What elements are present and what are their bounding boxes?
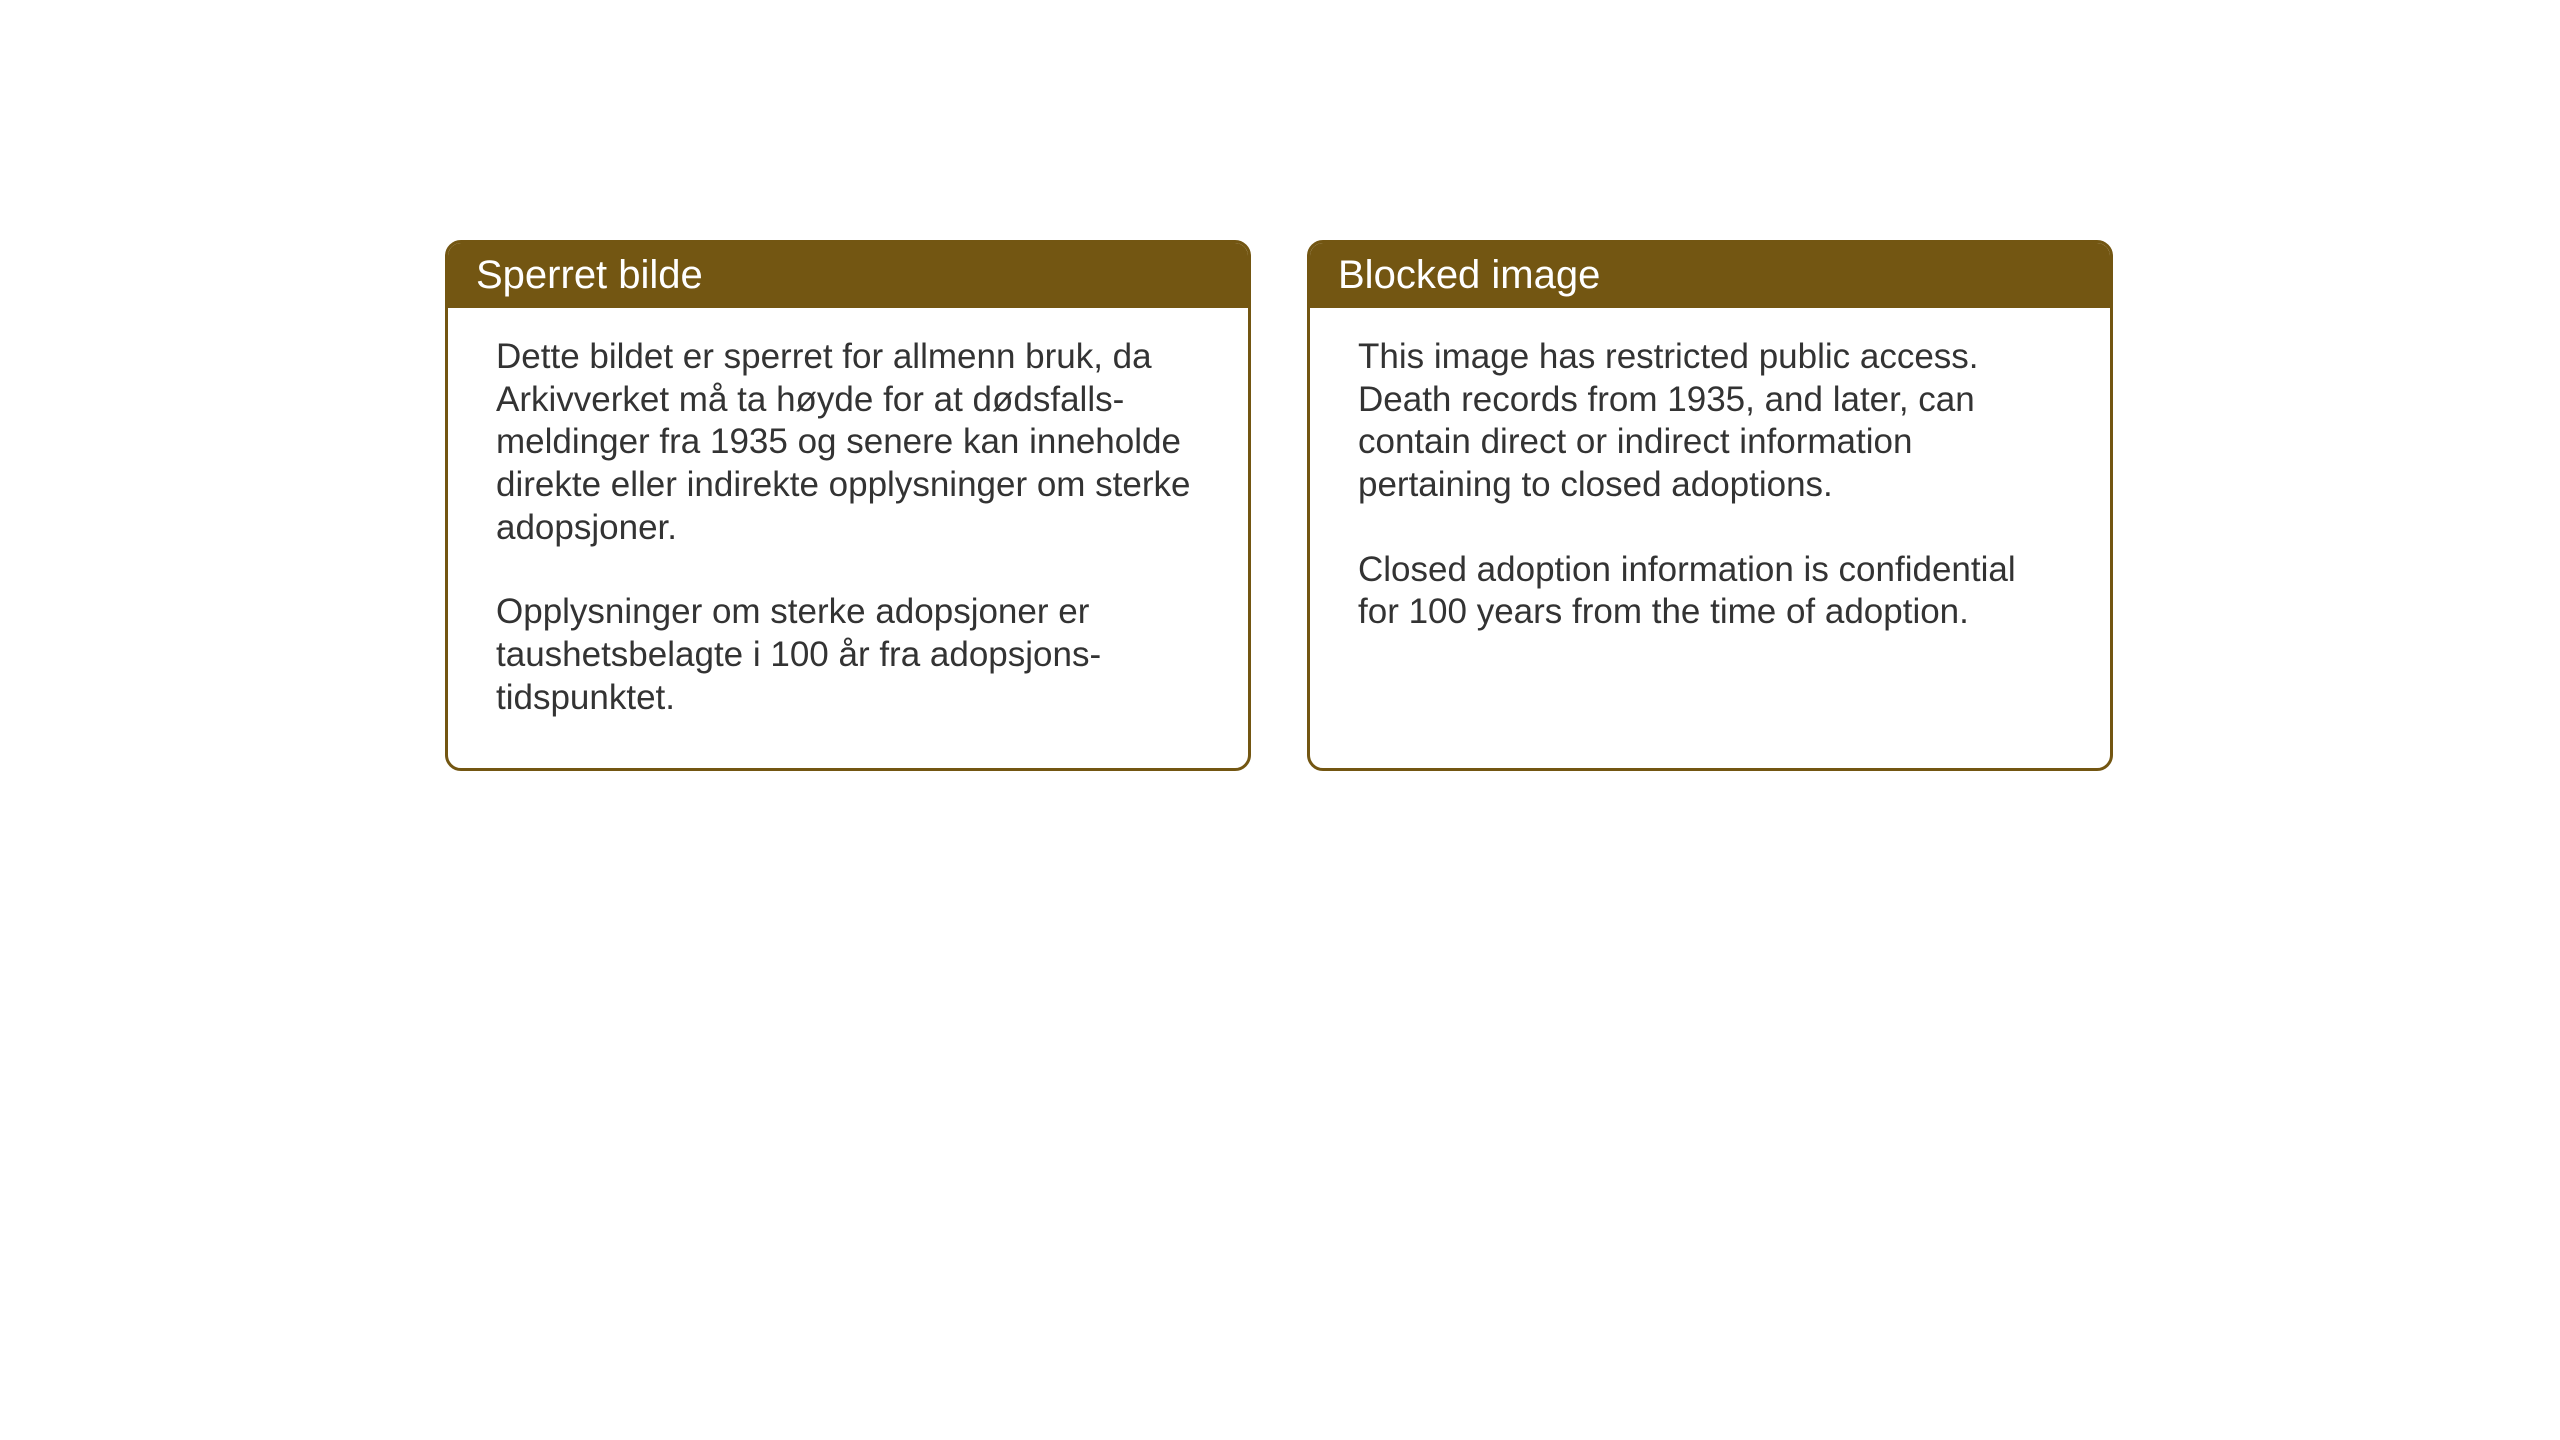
notice-header-norwegian: Sperret bilde [448, 243, 1248, 308]
notice-paragraph-1-english: This image has restricted public access.… [1358, 336, 2062, 507]
notice-paragraph-1-norwegian: Dette bildet er sperret for allmenn bruk… [496, 336, 1200, 549]
notice-box-english: Blocked image This image has restricted … [1307, 240, 2113, 771]
notice-paragraph-2-english: Closed adoption information is confident… [1358, 549, 2062, 634]
notice-box-norwegian: Sperret bilde Dette bildet er sperret fo… [445, 240, 1251, 771]
notice-header-english: Blocked image [1310, 243, 2110, 308]
notice-body-english: This image has restricted public access.… [1310, 308, 2110, 682]
notices-container: Sperret bilde Dette bildet er sperret fo… [445, 240, 2113, 771]
notice-title-english: Blocked image [1338, 253, 1600, 297]
notice-paragraph-2-norwegian: Opplysninger om sterke adopsjoner er tau… [496, 591, 1200, 719]
notice-title-norwegian: Sperret bilde [476, 253, 703, 297]
notice-body-norwegian: Dette bildet er sperret for allmenn bruk… [448, 308, 1248, 768]
